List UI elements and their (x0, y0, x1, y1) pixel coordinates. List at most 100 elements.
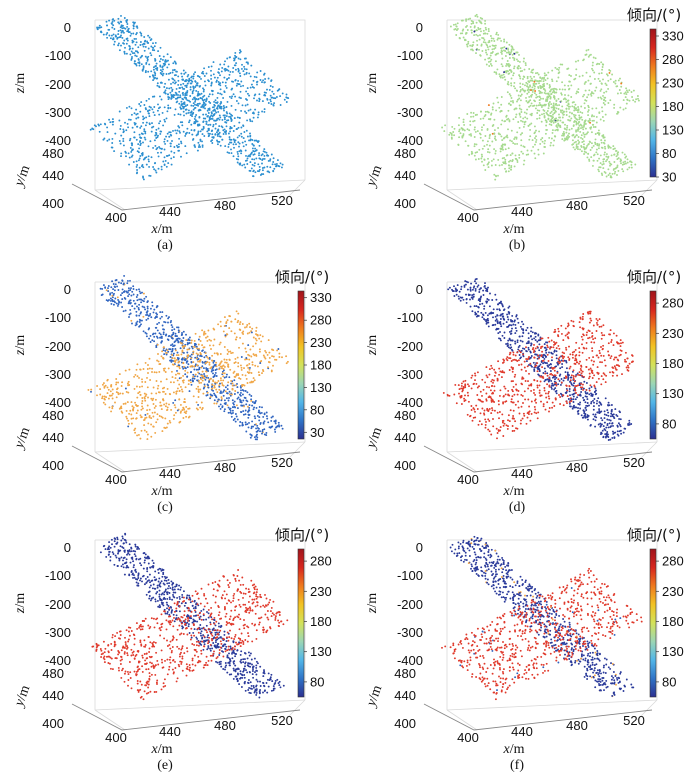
data-point (134, 431, 137, 434)
data-point (630, 166, 633, 169)
data-point (227, 143, 230, 146)
data-point (190, 357, 193, 360)
data-point (154, 134, 157, 137)
data-point (484, 110, 487, 113)
data-point (159, 120, 162, 123)
data-point (207, 376, 210, 379)
data-point (525, 329, 528, 332)
data-point (138, 314, 141, 317)
y-axis-label: y/m (11, 425, 33, 452)
data-point (488, 151, 491, 154)
data-point (172, 381, 175, 384)
data-point (238, 96, 241, 99)
data-point (625, 87, 628, 90)
data-point (264, 349, 267, 352)
data-point (203, 80, 206, 83)
data-point (248, 404, 251, 407)
data-point (518, 154, 521, 156)
data-point (204, 352, 207, 355)
data-point (247, 344, 250, 347)
data-point (136, 112, 139, 115)
data-point (621, 151, 624, 154)
data-point (164, 92, 167, 95)
data-point (115, 381, 118, 384)
data-point (246, 135, 249, 138)
data-point (581, 126, 584, 129)
data-point (221, 81, 224, 84)
data-point (551, 384, 553, 387)
data-point (253, 379, 256, 382)
data-point (122, 130, 125, 133)
data-point (210, 130, 213, 133)
data-point (487, 104, 490, 107)
colorbar-tick-label: 280 (310, 313, 332, 328)
data-point (464, 283, 467, 286)
data-point (268, 88, 271, 91)
data-point (155, 380, 158, 382)
data-point (249, 108, 252, 111)
data-point (553, 118, 556, 121)
data-point (164, 82, 167, 85)
data-point (141, 299, 144, 302)
data-point (553, 87, 556, 90)
data-point (518, 335, 521, 338)
data-point (614, 79, 617, 82)
data-point (252, 408, 255, 411)
data-point (132, 25, 135, 28)
data-point (152, 425, 155, 428)
data-point (133, 112, 136, 115)
data-point (592, 92, 595, 95)
data-point (609, 176, 612, 179)
data-point (253, 150, 256, 153)
data-point (622, 161, 625, 164)
data-point (533, 104, 536, 107)
data-point (208, 134, 211, 137)
data-point (511, 53, 514, 56)
data-point (141, 380, 144, 383)
data-point (147, 314, 150, 317)
data-point (166, 422, 169, 425)
data-point (561, 105, 564, 108)
data-point (183, 72, 186, 75)
data-point (247, 416, 250, 419)
data-point (491, 140, 494, 143)
data-point (568, 107, 570, 110)
data-point (164, 371, 167, 373)
data-point (527, 337, 530, 340)
data-point (468, 133, 471, 136)
data-point (544, 362, 547, 364)
data-point (210, 366, 213, 369)
data-point (624, 96, 627, 99)
data-point (588, 89, 591, 92)
data-point (550, 106, 553, 109)
data-point (619, 92, 622, 95)
data-point (497, 174, 499, 177)
data-point (246, 92, 249, 95)
data-point (228, 408, 231, 411)
data-point (179, 403, 182, 406)
data-point (562, 134, 565, 137)
data-point (201, 344, 204, 347)
data-point (484, 282, 486, 285)
data-point (111, 291, 114, 294)
data-point (521, 132, 524, 135)
data-point (139, 126, 142, 129)
data-point (469, 133, 472, 136)
data-point (509, 332, 512, 335)
data-point (453, 134, 456, 137)
data-point (205, 98, 208, 101)
data-point (219, 63, 222, 66)
data-point (149, 312, 152, 315)
data-point (604, 82, 607, 85)
data-point (258, 337, 261, 340)
data-point (562, 130, 565, 133)
data-point (228, 95, 231, 98)
data-point (587, 79, 590, 82)
data-point (167, 350, 170, 353)
data-point (181, 339, 184, 342)
data-point (534, 339, 537, 342)
data-point (190, 383, 193, 386)
data-point (248, 368, 251, 371)
